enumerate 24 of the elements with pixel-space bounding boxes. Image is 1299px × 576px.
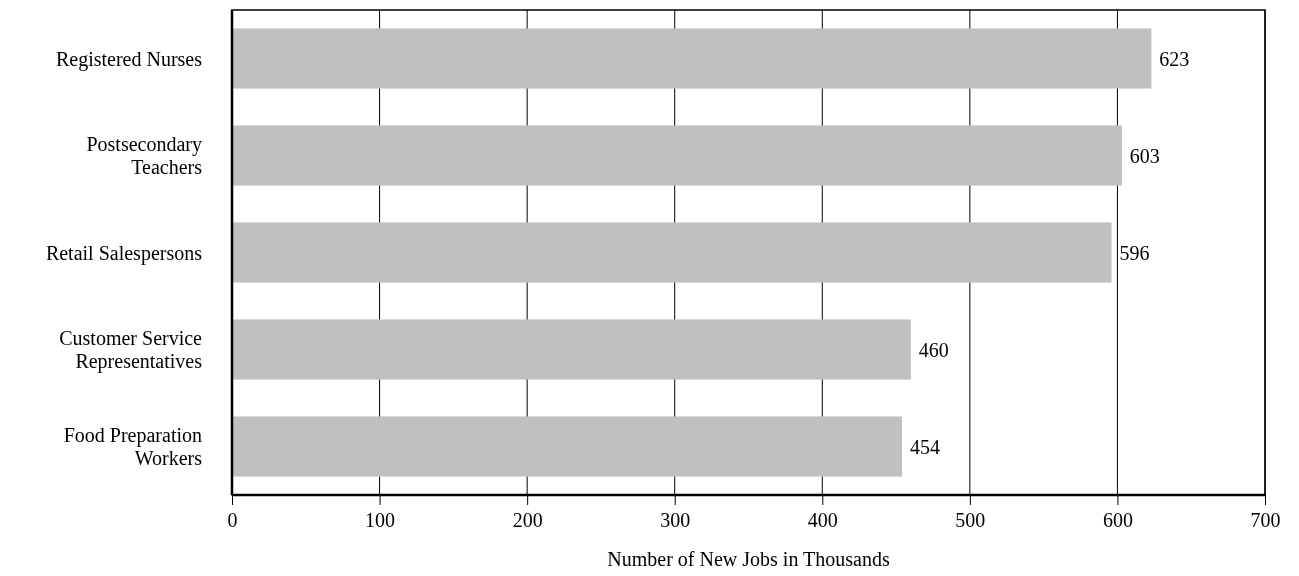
x-tick-label: 400 [807,509,838,532]
bar [232,222,1112,283]
bar [232,125,1122,186]
bar [232,28,1152,89]
data-label: 603 [1129,144,1160,167]
x-tick-label: 100 [365,509,396,532]
data-label: 596 [1119,241,1150,264]
x-tick-label: 700 [1250,509,1281,532]
x-tick-label: 200 [512,509,543,532]
y-tick-label: Food Preparation Workers [63,424,203,469]
y-tick-label: Postsecondary Teachers [86,133,203,178]
bar [232,416,902,477]
x-tick-label: 600 [1102,509,1133,532]
data-label: 460 [918,338,949,361]
data-label: 454 [909,435,940,458]
x-tick-label: 500 [955,509,986,532]
x-tick-label: 300 [660,509,691,532]
y-tick-label: Registered Nurses [55,47,203,71]
x-axis-title: Number of New Jobs in Thousands [607,548,890,570]
y-tick-label: Customer Service Representatives [59,327,203,373]
bar [232,319,911,380]
x-tick-label: 0 [227,509,238,532]
data-label: 623 [1159,47,1190,70]
y-tick-label: Retail Salespersons [45,241,203,265]
